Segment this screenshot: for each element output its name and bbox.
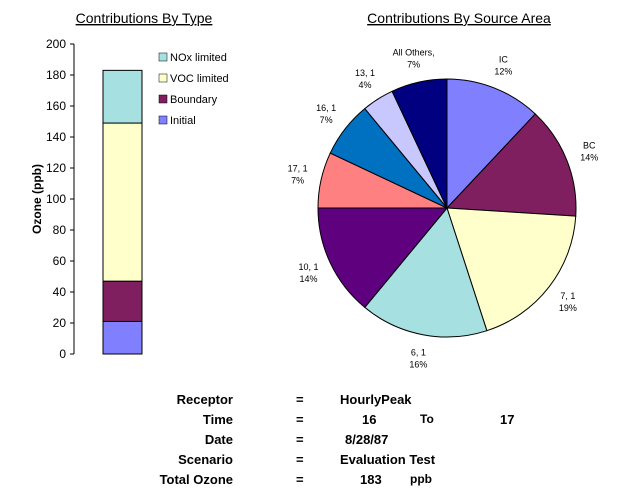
y-tick-label: 180: [46, 68, 66, 82]
time-to-value: 17: [500, 412, 515, 427]
scenario-label: Scenario: [178, 452, 233, 467]
total-ozone-value: 183: [360, 472, 382, 487]
legend-label-initial: Initial: [170, 115, 196, 127]
bar-segment-initial: [102, 320, 143, 355]
pie-label-16-1: 16, 1 7%: [316, 103, 336, 125]
y-axis-label: Ozone (ppb): [30, 164, 44, 234]
scenario-row: Scenario = Evaluation Test: [150, 452, 610, 472]
date-row: Date = 8/28/87: [150, 432, 610, 452]
receptor-value: HourlyPeak: [340, 392, 412, 407]
pie-slice-7-1: [446, 207, 577, 332]
bar-y-axis: 0 20 40 60 80 100 120 140 160 180 200: [46, 37, 75, 361]
receptor-equals: =: [296, 392, 304, 407]
y-tick-label: 0: [59, 347, 66, 361]
total-ozone-equals: =: [296, 472, 304, 487]
legend-label-voc-limited: VOC limited: [170, 73, 229, 85]
legend-label-boundary: Boundary: [170, 94, 218, 106]
scenario-equals: =: [296, 452, 304, 467]
pie-chart-title: Contributions By Source Area: [367, 10, 551, 26]
pie-chart: IC 12% BC 14% 7, 1 19% 6, 1 16% 10, 1 14% 17, 1 7% 1…: [288, 48, 599, 370]
pie-slice-ic: [446, 78, 537, 210]
y-tick-label: 80: [53, 223, 67, 237]
bar-legend: NOx limited VOC limited Boundary Initial: [158, 52, 229, 127]
bar-chart-title: Contributions By Type: [76, 10, 213, 26]
bar-segment-voc-limited: [102, 122, 143, 282]
time-from-value: 16: [362, 412, 377, 427]
y-tick-label: 160: [46, 99, 66, 113]
pie-label-7-1: 7, 1 19%: [559, 291, 577, 313]
y-tick-label: 100: [46, 192, 66, 206]
pie-label-6-1: 6, 1 16%: [409, 347, 427, 369]
pie-label-all-others: All Others, 7%: [393, 48, 435, 70]
y-tick-label: 40: [53, 285, 67, 299]
scenario-value: Evaluation Test: [340, 452, 436, 467]
y-tick-label: 120: [46, 161, 66, 175]
info-panel: Receptor = HourlyPeak Time = 16 To 17 Da…: [150, 392, 610, 492]
total-ozone-unit: ppb: [410, 472, 432, 486]
date-equals: =: [296, 432, 304, 447]
y-tick-label: 200: [46, 37, 66, 51]
bar-segment-nox-limited: [102, 69, 143, 124]
legend-swatch-voc-limited: [158, 73, 168, 83]
bar-stack: [102, 69, 143, 355]
time-row: Time = 16 To 17: [150, 412, 610, 432]
legend-swatch-boundary: [158, 94, 168, 104]
pie-slice-10-1: [317, 207, 449, 309]
date-label: Date: [204, 432, 233, 447]
time-equals: =: [296, 412, 304, 427]
time-label: Time: [202, 412, 233, 427]
receptor-row: Receptor = HourlyPeak: [150, 392, 610, 412]
pie-label-13-1: 13, 1 4%: [355, 68, 375, 90]
time-to-label: To: [420, 412, 434, 426]
y-tick-label: 60: [53, 254, 67, 268]
total-ozone-label: Total Ozone: [159, 472, 233, 487]
pie-slice-bc: [445, 113, 577, 217]
bar-segment-boundary: [102, 280, 143, 322]
legend-label-nox-limited: NOx limited: [170, 52, 227, 64]
y-tick-label: 20: [53, 316, 67, 330]
date-value: 8/28/87: [345, 432, 389, 447]
pie-label-bc: BC 14%: [580, 141, 598, 163]
pie-slice-6-1: [364, 206, 488, 338]
receptor-label: Receptor: [176, 392, 233, 407]
pie-label-17-1: 17, 1 7%: [288, 164, 308, 186]
total-ozone-row: Total Ozone = 183 ppb: [150, 472, 610, 492]
legend-swatch-nox-limited: [158, 52, 168, 62]
pie-label-10-1: 10, 1 14%: [299, 262, 319, 284]
pie-label-ic: IC 12%: [494, 55, 512, 77]
pie-slice-all-others: [391, 78, 448, 209]
legend-swatch-initial: [158, 115, 168, 125]
y-tick-label: 140: [46, 130, 66, 144]
